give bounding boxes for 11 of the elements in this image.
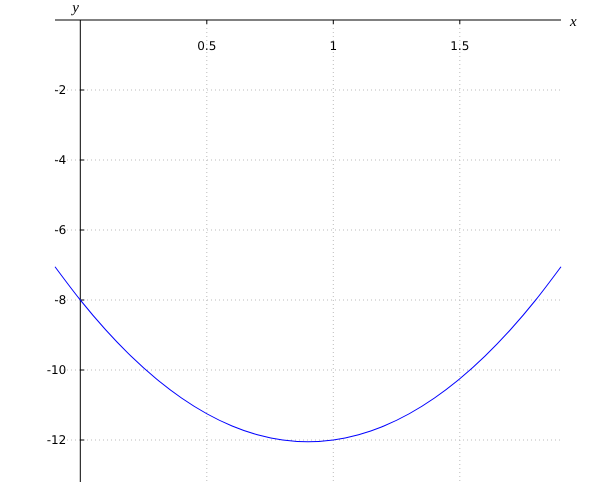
y-tick-label: -8 <box>54 293 66 308</box>
x-tick-label: 1 <box>329 39 338 53</box>
y-tick-label: -2 <box>54 83 66 98</box>
y-tick-label: -4 <box>54 153 66 168</box>
x-tick-label: 0.5 <box>197 39 216 53</box>
x-tick-label: 1.5 <box>450 39 470 53</box>
y-tick-label: -12 <box>46 433 66 448</box>
y-tick-label: -6 <box>54 223 66 238</box>
y-axis-title: y <box>70 0 80 16</box>
y-tick-label: -10 <box>46 363 66 378</box>
x-axis-title: x <box>569 14 577 30</box>
